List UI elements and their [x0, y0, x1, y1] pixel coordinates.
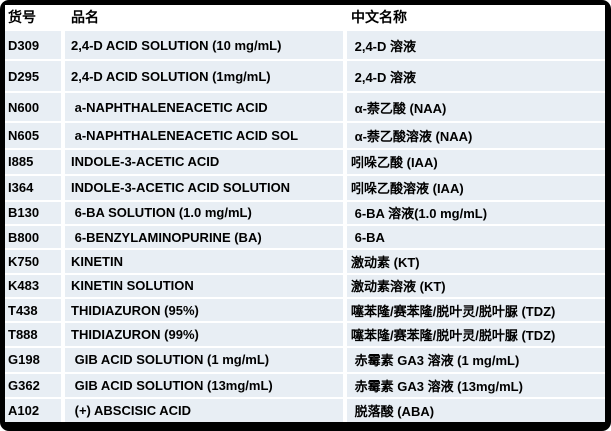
- cell-catalog-number: B130: [5, 199, 63, 225]
- cell-chinese-name: α-萘乙酸 (NAA): [343, 90, 605, 123]
- cell-chinese-name: 脱落酸 (ABA): [343, 397, 605, 422]
- cell-catalog-number: I364: [5, 174, 63, 201]
- cell-chinese-name: 激动素 (KT): [343, 248, 605, 274]
- table-row: K483 KINETIN SOLUTION 激动素溶液 (KT): [5, 272, 605, 298]
- cell-chinese-name: 6-BA: [343, 223, 605, 250]
- cell-chinese-name: 赤霉素 GA3 溶液 (13mg/mL): [343, 372, 605, 399]
- cell-product-name: INDOLE-3-ACETIC ACID: [61, 147, 345, 176]
- cell-catalog-number: K750: [5, 248, 63, 274]
- cell-product-name: (+) ABSCISIC ACID: [61, 397, 345, 422]
- cell-product-name: GIB ACID SOLUTION (13mg/mL): [61, 372, 345, 399]
- table-row: N600 a-NAPHTHALENEACETIC ACID α-萘乙酸 (NAA…: [5, 90, 605, 123]
- table-row: B800 6-BENZYLAMINOPURINE (BA) 6-BA: [5, 223, 605, 250]
- table-row: A102 (+) ABSCISIC ACID 脱落酸 (ABA): [5, 397, 605, 422]
- table-row: K750 KINETIN 激动素 (KT): [5, 248, 605, 274]
- cell-catalog-number: T888: [5, 321, 63, 347]
- table-row: G198 GIB ACID SOLUTION (1 mg/mL) 赤霉素 GA3…: [5, 345, 605, 374]
- cell-chinese-name: 吲哚乙酸 (IAA): [343, 147, 605, 176]
- cell-product-name: 2,4-D ACID SOLUTION (10 mg/mL): [61, 28, 345, 61]
- cell-catalog-number: D295: [5, 59, 63, 92]
- column-header-catalog-number: 货号: [5, 5, 63, 30]
- cell-product-name: a-NAPHTHALENEACETIC ACID SOL: [61, 121, 345, 149]
- table-row: D295 2,4-D ACID SOLUTION (1mg/mL) 2,4-D …: [5, 59, 605, 92]
- cell-catalog-number: N605: [5, 121, 63, 149]
- cell-catalog-number: T438: [5, 296, 63, 323]
- table-row: I885 INDOLE-3-ACETIC ACID 吲哚乙酸 (IAA): [5, 147, 605, 176]
- column-header-product-name: 品名: [61, 5, 345, 30]
- cell-chinese-name: 赤霉素 GA3 溶液 (1 mg/mL): [343, 345, 605, 374]
- cell-product-name: KINETIN: [61, 248, 345, 274]
- cell-catalog-number: A102: [5, 397, 63, 422]
- cell-catalog-number: K483: [5, 272, 63, 298]
- cell-chinese-name: 2,4-D 溶液: [343, 28, 605, 61]
- cell-catalog-number: N600: [5, 90, 63, 123]
- cell-product-name: THIDIAZURON (95%): [61, 296, 345, 323]
- cell-catalog-number: B800: [5, 223, 63, 250]
- cell-product-name: 6-BENZYLAMINOPURINE (BA): [61, 223, 345, 250]
- table-row: N605 a-NAPHTHALENEACETIC ACID SOL α-萘乙酸溶…: [5, 121, 605, 149]
- cell-product-name: THIDIAZURON (99%): [61, 321, 345, 347]
- cell-catalog-number: D309: [5, 28, 63, 61]
- cell-catalog-number: I885: [5, 147, 63, 176]
- cell-product-name: 2,4-D ACID SOLUTION (1mg/mL): [61, 59, 345, 92]
- cell-product-name: KINETIN SOLUTION: [61, 272, 345, 298]
- table-background: 货号 品名 中文名称 D309 2,4-D ACID SOLUTION (10 …: [5, 5, 605, 422]
- table-row: T438 THIDIAZURON (95%) 噻苯隆/赛苯隆/脱叶灵/脱叶脲 (…: [5, 296, 605, 323]
- cell-product-name: GIB ACID SOLUTION (1 mg/mL): [61, 345, 345, 374]
- cell-chinese-name: 6-BA 溶液(1.0 mg/mL): [343, 199, 605, 225]
- cell-catalog-number: G198: [5, 345, 63, 374]
- cell-chinese-name: 激动素溶液 (KT): [343, 272, 605, 298]
- cell-product-name: 6-BA SOLUTION (1.0 mg/mL): [61, 199, 345, 225]
- cell-product-name: INDOLE-3-ACETIC ACID SOLUTION: [61, 174, 345, 201]
- cell-product-name: a-NAPHTHALENEACETIC ACID: [61, 90, 345, 123]
- table-row: I364 INDOLE-3-ACETIC ACID SOLUTION 吲哚乙酸溶…: [5, 174, 605, 201]
- product-catalog-table: 货号 品名 中文名称 D309 2,4-D ACID SOLUTION (10 …: [5, 5, 605, 422]
- cell-chinese-name: 噻苯隆/赛苯隆/脱叶灵/脱叶脲 (TDZ): [343, 321, 605, 347]
- column-header-chinese-name: 中文名称: [343, 5, 605, 30]
- cell-chinese-name: 吲哚乙酸溶液 (IAA): [343, 174, 605, 201]
- table-row: B130 6-BA SOLUTION (1.0 mg/mL) 6-BA 溶液(1…: [5, 199, 605, 225]
- table-row: T888 THIDIAZURON (99%) 噻苯隆/赛苯隆/脱叶灵/脱叶脲 (…: [5, 321, 605, 347]
- cell-catalog-number: G362: [5, 372, 63, 399]
- header-row: 货号 品名 中文名称: [5, 5, 605, 30]
- cell-chinese-name: 2,4-D 溶液: [343, 59, 605, 92]
- cell-chinese-name: α-萘乙酸溶液 (NAA): [343, 121, 605, 149]
- table-row: D309 2,4-D ACID SOLUTION (10 mg/mL) 2,4-…: [5, 28, 605, 61]
- table-row: G362 GIB ACID SOLUTION (13mg/mL) 赤霉素 GA3…: [5, 372, 605, 399]
- cell-chinese-name: 噻苯隆/赛苯隆/脱叶灵/脱叶脲 (TDZ): [343, 296, 605, 323]
